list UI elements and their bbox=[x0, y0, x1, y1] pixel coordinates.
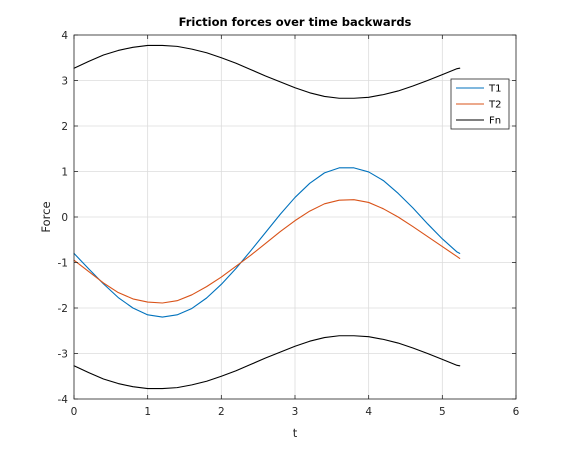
y-tick-label: -4 bbox=[58, 394, 69, 406]
chart-title: Friction forces over time backwards bbox=[179, 15, 412, 29]
series-line-unlabeled-3 bbox=[73, 335, 461, 390]
y-tick-label: 3 bbox=[61, 76, 68, 88]
x-axis-label: t bbox=[293, 426, 298, 440]
legend-label-t1: T1 bbox=[488, 84, 501, 95]
x-tick-label: 1 bbox=[144, 406, 151, 418]
legend-label-t2: T2 bbox=[488, 100, 501, 111]
y-tick-label: -3 bbox=[58, 349, 68, 361]
legend-label-fn: Fn bbox=[489, 116, 501, 127]
series-line-t2 bbox=[73, 199, 461, 304]
series-lines bbox=[73, 44, 461, 390]
y-tick-label: -1 bbox=[58, 258, 68, 270]
x-tick-label: 5 bbox=[439, 406, 446, 418]
y-axis-label: Force bbox=[39, 201, 53, 232]
legend: T1 T2 Fn bbox=[450, 78, 510, 130]
y-tick-label: 4 bbox=[61, 30, 68, 42]
y-tick-label: 2 bbox=[61, 121, 68, 133]
series-line-fn bbox=[73, 44, 461, 99]
y-tick-label: 1 bbox=[61, 167, 68, 179]
grid bbox=[73, 34, 517, 400]
x-tick-label: 3 bbox=[292, 406, 299, 418]
series-line-t1 bbox=[73, 167, 461, 318]
axis-ticks: 0 1 2 3 4 5 6 -4 -3 -2 -1 0 1 2 3 4 bbox=[58, 30, 520, 418]
y-tick-label: -2 bbox=[58, 303, 68, 315]
x-tick-label: 6 bbox=[513, 406, 520, 418]
x-tick-label: 0 bbox=[71, 406, 78, 418]
x-tick-label: 2 bbox=[218, 406, 225, 418]
y-tick-label: 0 bbox=[61, 212, 68, 224]
x-tick-label: 4 bbox=[365, 406, 372, 418]
